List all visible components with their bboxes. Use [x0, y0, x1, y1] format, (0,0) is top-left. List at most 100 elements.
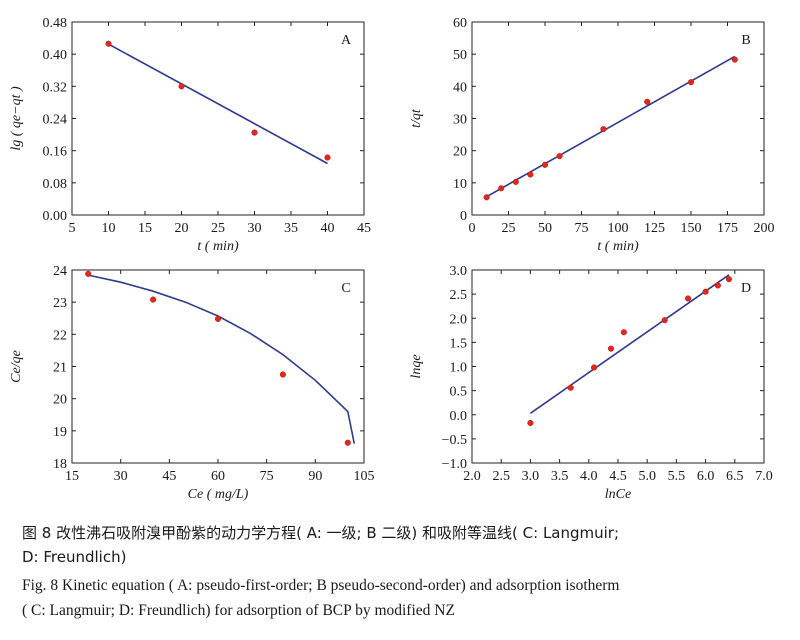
data-point — [324, 154, 331, 161]
y-tick-label: 0.0 — [450, 409, 468, 424]
y-tick-label: 2.5 — [450, 288, 468, 303]
data-point — [178, 83, 185, 90]
x-tick-label: 6.0 — [697, 469, 715, 484]
x-tick-label: 10 — [102, 221, 116, 236]
x-axis-title: Ce ( mg/L) — [188, 487, 249, 502]
x-tick-label: 75 — [260, 469, 274, 484]
data-point — [344, 439, 351, 446]
data-point — [498, 185, 505, 192]
data-point — [731, 56, 738, 63]
x-tick-label: 20 — [175, 221, 189, 236]
y-tick-label: 22 — [53, 328, 67, 343]
x-axis-title: t ( min) — [197, 239, 239, 254]
plot-frame — [471, 269, 765, 464]
y-axis-title: t/qt — [409, 108, 424, 128]
y-axis-title: Ce/qe — [9, 350, 24, 383]
x-tick-label: 125 — [644, 221, 665, 236]
caption-chinese-line-2: D: Freundlich) — [22, 548, 127, 566]
x-tick-label: 60 — [211, 469, 225, 484]
fit-curve — [88, 274, 356, 444]
caption-english-line-2: ( C: Langmuir; D: Freundlich) for adsorp… — [22, 602, 455, 619]
x-tick-label: 30 — [114, 469, 128, 484]
x-tick-label: 5.5 — [668, 469, 686, 484]
x-tick-label: 175 — [717, 221, 738, 236]
y-tick-label: 2.0 — [450, 312, 468, 327]
plot-frame — [71, 269, 365, 464]
y-tick-label: 3.0 — [450, 264, 468, 279]
x-tick-label: 200 — [754, 221, 775, 236]
x-tick-label: 2.0 — [463, 469, 481, 484]
x-tick-label: 105 — [354, 469, 375, 484]
data-point — [483, 194, 490, 201]
data-point — [714, 282, 721, 289]
data-point — [85, 270, 92, 277]
y-axis-title: lg ( qe−qt ) — [9, 86, 24, 151]
x-tick-label: 35 — [284, 221, 298, 236]
caption-english-line-1: Fig. 8 Kinetic equation ( A: pseudo-firs… — [22, 577, 620, 594]
data-point — [687, 79, 695, 86]
data-point — [567, 384, 574, 391]
data-point — [600, 126, 607, 133]
x-tick-label: 0 — [469, 221, 476, 236]
data-point — [279, 371, 286, 378]
chart-panel-c: 15 30 45 60 75 90 105 18 19 20 21 22 23 24 Ce ( mg/L) C… — [9, 264, 375, 502]
x-tick-label: 40 — [321, 221, 335, 236]
panel-label: C — [341, 281, 350, 296]
plot-frame — [471, 21, 765, 216]
data-point — [661, 317, 668, 324]
y-tick-label: 20 — [453, 145, 467, 160]
x-tick-label: 100 — [608, 221, 629, 236]
data-point — [607, 345, 615, 352]
y-tick-label: 1.0 — [450, 361, 468, 376]
x-tick-label: 5.0 — [638, 469, 656, 484]
x-tick-label: 5 — [69, 221, 76, 236]
caption-chinese-line-1: 图 8 改性沸石吸附溴甲酚紫的动力学方程( A: 一级; B 二级) 和吸附等温… — [22, 524, 620, 542]
x-tick-label: 6.5 — [726, 469, 744, 484]
y-tick-label: 23 — [53, 296, 67, 311]
y-tick-label: 0.24 — [43, 113, 68, 128]
x-tick-label: 30 — [248, 221, 262, 236]
x-axis-title: lnCe — [605, 487, 631, 502]
x-axis-title: t ( min) — [597, 239, 639, 254]
data-point — [214, 315, 222, 322]
panel-label: A — [341, 33, 352, 48]
data-point — [644, 98, 651, 105]
x-tick-label: 90 — [308, 469, 322, 484]
data-point — [512, 178, 519, 185]
x-tick-label: 45 — [357, 221, 371, 236]
x-tick-label: 15 — [138, 221, 152, 236]
y-axis-title: lnqe — [409, 354, 424, 378]
y-tick-label: 21 — [53, 361, 67, 376]
panel-label: B — [741, 33, 750, 48]
data-point — [725, 276, 733, 283]
data-point — [702, 288, 709, 295]
plot-frame — [71, 21, 365, 216]
data-point — [620, 329, 627, 336]
y-tick-label: 10 — [453, 177, 467, 192]
x-tick-label: 2.5 — [492, 469, 510, 484]
data-point — [150, 296, 157, 303]
y-tick-label: 60 — [453, 16, 467, 31]
data-point — [527, 171, 534, 178]
x-tick-label: 4.0 — [580, 469, 598, 484]
data-point — [251, 129, 258, 136]
fit-line — [108, 43, 328, 165]
y-tick-label: 0.5 — [450, 385, 468, 400]
figure-panels: 5 10 15 20 25 30 35 40 450.000.080.160.240.320.4… — [9, 16, 775, 502]
y-tick-label: 30 — [453, 113, 467, 128]
x-tick-label: 4.5 — [609, 469, 627, 484]
y-tick-label: 18 — [53, 457, 67, 472]
x-tick-label: 50 — [538, 221, 552, 236]
panel-label: D — [741, 281, 751, 296]
y-tick-label: 19 — [53, 425, 67, 440]
x-tick-label: 150 — [681, 221, 702, 236]
y-tick-label: 24 — [53, 264, 67, 279]
chart-panel-a: 5 10 15 20 25 30 35 40 45 0.00 0.08 0.16 0.24 0.32 0.4… — [9, 16, 371, 254]
y-tick-label: 0.16 — [43, 145, 68, 160]
fit-line — [486, 55, 736, 198]
data-point — [527, 419, 534, 427]
x-tick-label: 75 — [575, 221, 589, 236]
fit-line — [529, 274, 730, 414]
y-tick-label: 0.08 — [43, 177, 68, 192]
x-tick-label: 3.5 — [551, 469, 569, 484]
